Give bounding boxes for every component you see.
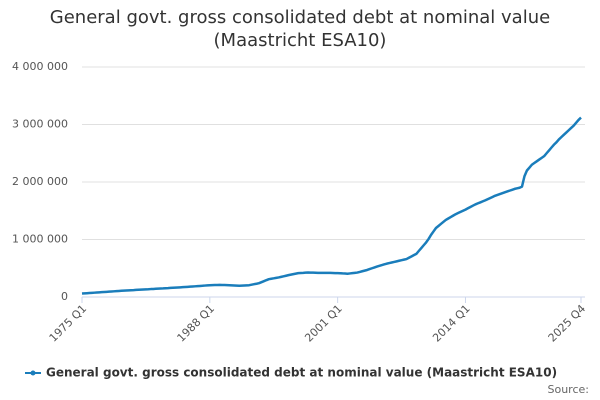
source: Source: — [548, 383, 590, 396]
y-tick-label: 3 000 000 — [12, 118, 68, 131]
legend-marker — [30, 370, 36, 376]
y-tick-label: 1 000 000 — [12, 233, 68, 246]
x-tick-label: 2025 Q4 — [546, 302, 589, 345]
chart-title: General govt. gross consolidated debt at… — [49, 7, 551, 51]
x-tick-label: 2014 Q1 — [430, 302, 473, 345]
y-tick-label: 2 000 000 — [12, 175, 68, 188]
series-line — [81, 116, 582, 295]
legend-label: General govt. gross consolidated debt at… — [46, 366, 557, 380]
y-tick-label: 0 — [61, 290, 68, 303]
y-tick-label: 4 000 000 — [12, 60, 68, 73]
x-tick-label: 2001 Q1 — [302, 302, 345, 345]
x-tick-label: 1988 Q1 — [175, 302, 218, 345]
x-tick-label: 1975 Q1 — [47, 302, 90, 345]
